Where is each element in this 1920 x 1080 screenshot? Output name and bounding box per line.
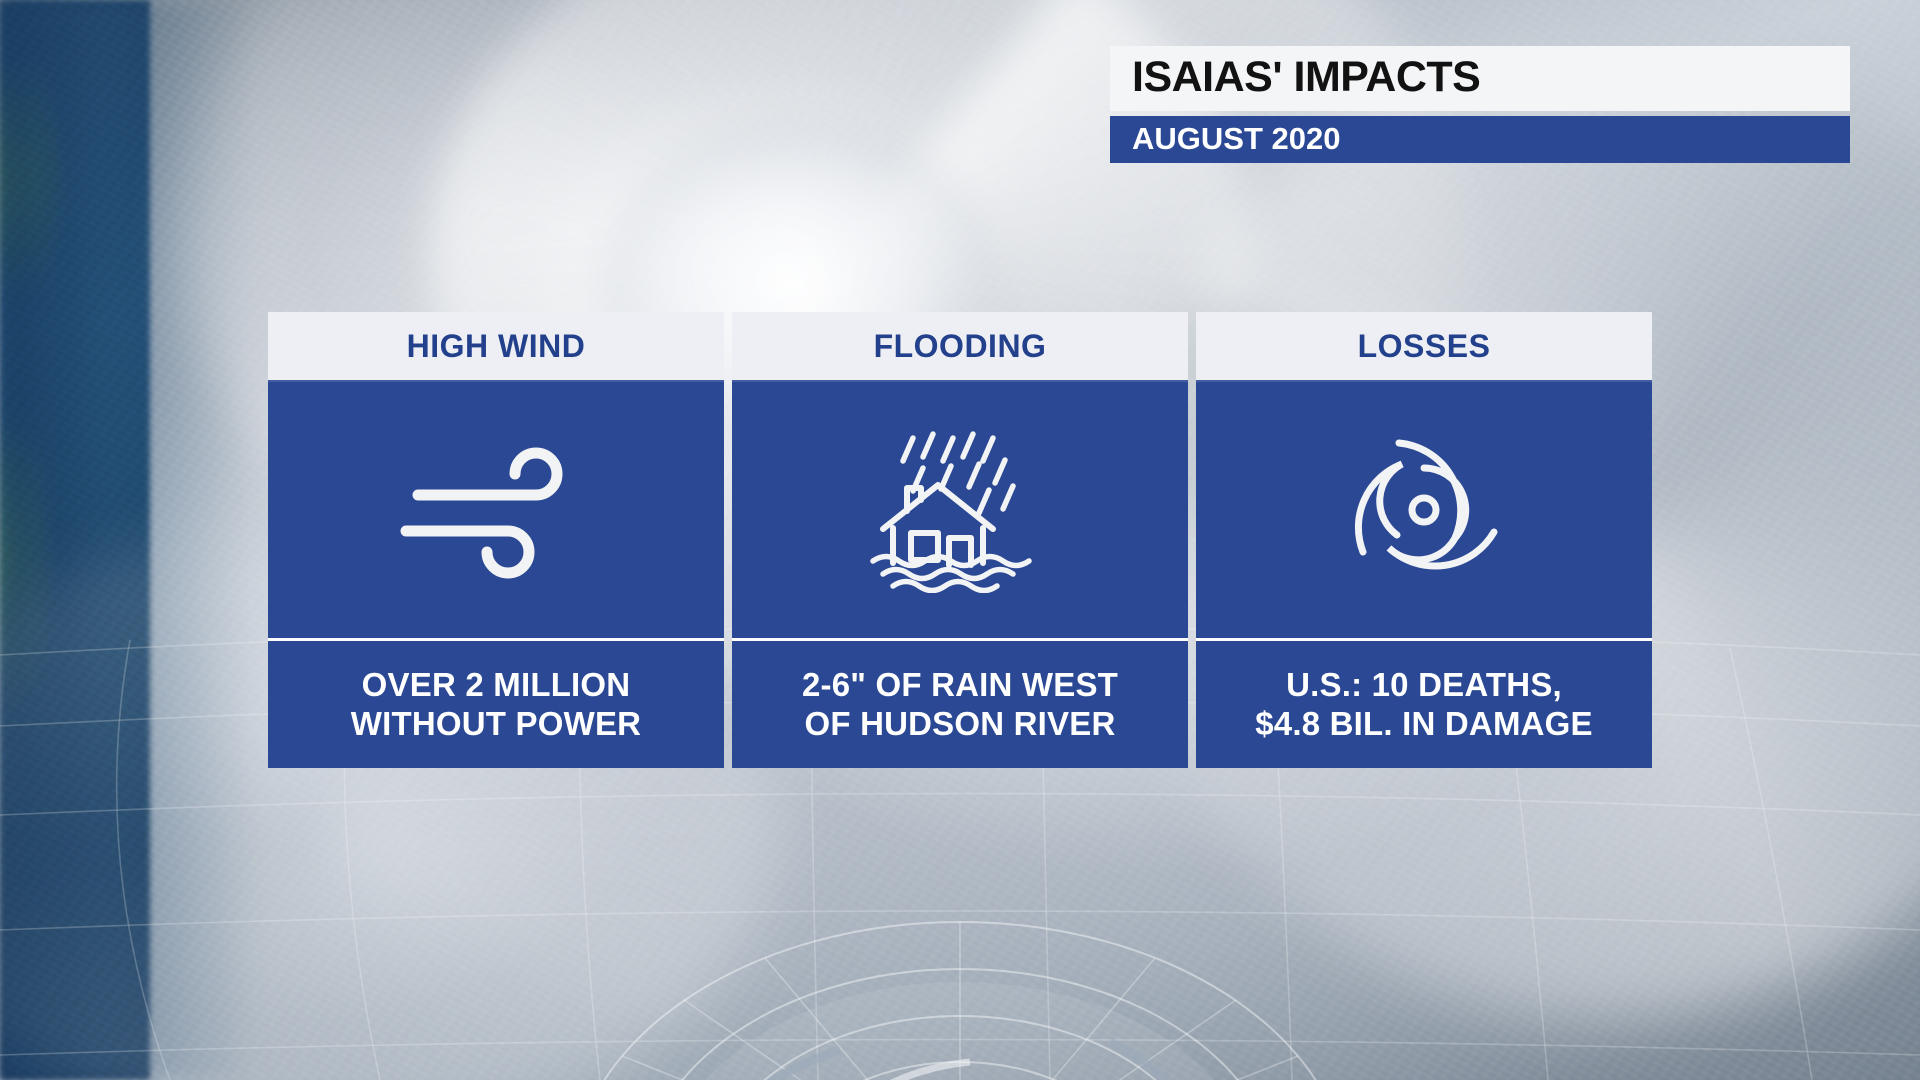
caption-line-2: $4.8 BIL. IN DAMAGE xyxy=(1255,704,1593,742)
caption-line-2: OF HUDSON RIVER xyxy=(804,704,1116,742)
panel-header-flooding: FLOODING xyxy=(732,312,1188,380)
subtitle-bar: AUGUST 2020 xyxy=(1110,116,1850,163)
caption-line-1: OVER 2 MILLION xyxy=(361,666,631,704)
page-title: ISAIAS' IMPACTS xyxy=(1132,53,1481,101)
caption-line-1: U.S.: 10 DEATHS, xyxy=(1286,666,1562,704)
panel-header-high-wind: HIGH WIND xyxy=(268,312,724,380)
panel-losses: LOSSES U.S.: 10 DEATHS, $4.8 BIL. IN DAM… xyxy=(1196,312,1652,768)
panel-caption-high-wind: OVER 2 MILLION WITHOUT POWER xyxy=(268,638,724,768)
panel-title-high-wind: HIGH WIND xyxy=(406,327,586,364)
wind-icon xyxy=(400,447,563,579)
panel-header-losses: LOSSES xyxy=(1196,312,1652,380)
caption-line-2: WITHOUT POWER xyxy=(350,704,642,742)
hurricane-icon xyxy=(1354,439,1498,570)
impact-panels: HIGH WIND OVER 2 MILLION WITHOUT POWER F… xyxy=(268,312,1652,768)
panel-icon-area-flooding xyxy=(732,380,1188,638)
panel-title-flooding: FLOODING xyxy=(873,327,1047,364)
caption-line-1: 2-6" OF RAIN WEST xyxy=(801,666,1119,704)
panel-high-wind: HIGH WIND OVER 2 MILLION WITHOUT POWER xyxy=(268,312,724,768)
flooded-house-icon xyxy=(870,430,1032,593)
title-bar: ISAIAS' IMPACTS xyxy=(1110,46,1850,111)
title-block: ISAIAS' IMPACTS AUGUST 2020 xyxy=(1110,46,1850,163)
panel-icon-area-high-wind xyxy=(268,380,724,638)
panel-icon-area-losses xyxy=(1196,380,1652,638)
panel-caption-losses: U.S.: 10 DEATHS, $4.8 BIL. IN DAMAGE xyxy=(1196,638,1652,768)
panel-caption-flooding: 2-6" OF RAIN WEST OF HUDSON RIVER xyxy=(732,638,1188,768)
page-subtitle: AUGUST 2020 xyxy=(1132,121,1341,156)
panel-flooding: FLOODING xyxy=(732,312,1188,768)
panel-title-losses: LOSSES xyxy=(1357,327,1491,364)
